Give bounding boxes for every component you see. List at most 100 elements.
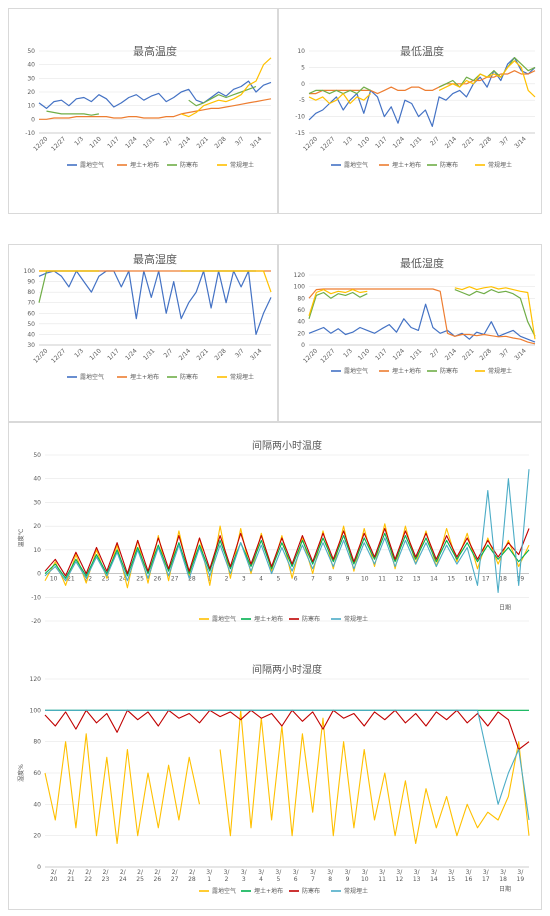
x-tick-label: 3/7 [234,347,246,359]
legend-label: 常规埋土 [344,887,368,895]
y-tick-label: 20 [33,523,41,530]
x-tick-label: 18 [499,876,507,883]
y-tick-label: 20 [297,330,305,337]
x-tick-label: 15 [447,876,455,883]
x-tick-label: 4 [259,576,263,583]
y-tick-label: 120 [30,676,42,683]
x-tick-label: 3/14 [249,135,264,150]
x-tick-label: 2 [225,876,229,883]
x-tick-label: 24 [119,876,127,883]
x-tick-label: 2/14 [178,135,193,150]
y-tick-label: -10 [31,594,41,601]
series-line-4 [44,469,530,594]
x-tick-label: 12/27 [319,135,336,152]
x-tick-month: 2/ [189,869,196,876]
x-tick-label: 1/10 [357,347,372,362]
y-tick-label: -10 [25,130,35,137]
chart-h2h: 间隔两小时湿度0204060801001202/202/212/222/232/… [17,663,530,895]
y-tick-label: 0 [37,864,41,871]
x-tick-label: 23 [102,576,110,583]
legend-label: 埋土+地布 [130,161,159,169]
x-tick-label: 10 [50,576,58,583]
chart-panel-tmax: 最高温度 -10 0 10 20 30 40 50 12/20 12/27 1/3 1/10 1/17 1… [8,8,278,214]
y-tick-label: 40 [297,319,305,326]
x-tick-label: 1/17 [374,347,389,362]
x-tick-label: 3/14 [249,347,264,362]
y-tick-label: 60 [27,310,35,317]
x-tick-label: 15 [447,576,455,583]
y-tick-label: 30 [27,75,35,82]
x-tick-month: 3/ [379,869,386,876]
x-tick-label: 2/21 [461,135,476,150]
y-tick-label: 80 [33,739,41,746]
legend-label: 埋土+地布 [392,161,421,169]
legend-label: 常规埋土 [488,161,512,169]
x-tick-label: 5 [276,876,280,883]
x-tick-label: 25 [136,576,144,583]
x-tick-month: 3/ [327,869,334,876]
x-tick-label: 1/17 [106,135,121,150]
chart-hmin: 最低湿度 0 20 40 60 80 100 120 12/20 12/27 1/3 1/10 1/17… [294,256,536,375]
x-tick-label: 12 [396,876,404,883]
x-tick-month: 3/ [466,869,473,876]
x-tick-label: 1/31 [409,347,424,362]
x-tick-label: 26 [154,876,162,883]
x-tick-month: 2/ [120,869,127,876]
x-tick-label: 12/27 [50,347,67,364]
x-tick-month: 2/ [137,869,144,876]
x-tick-label: 12/20 [302,135,319,152]
series-line-4 [45,709,530,821]
x-tick-label: 1 [207,876,211,883]
x-tick-label: 5 [276,576,280,583]
y-tick-label: 100 [294,284,306,291]
series-line-4 [180,57,272,118]
x-tick-label: 3/7 [499,135,511,147]
legend-label: 埋土+地布 [392,367,421,375]
x-tick-month: 3/ [275,869,282,876]
legend-label: 埋土+地布 [254,887,283,895]
x-tick-label: 1/31 [142,347,157,362]
x-tick-label: 1/3 [73,135,85,147]
x-tick-month: 2/ [85,869,92,876]
x-tick-label: 14 [430,576,438,583]
x-tick-label: 2/7 [429,135,441,147]
y-tick-label: 40 [27,62,35,69]
x-tick-month: 3/ [206,869,213,876]
x-tick-label: 12 [396,576,404,583]
x-tick-month: 2/ [68,869,75,876]
x-tick-label: 1/10 [357,135,372,150]
x-tick-label: 1/17 [106,347,121,362]
x-tick-label: 1/31 [142,135,157,150]
legend-label: 露地空气 [80,373,104,381]
y-tick-label: 80 [27,289,35,296]
y-tick-label: 10 [33,547,41,554]
series-line-4 [308,286,536,340]
legend-label: 露地空气 [344,161,368,169]
x-tick-label: 2/14 [444,347,459,362]
series-line-2 [308,288,536,345]
x-tick-label: 6 [294,576,298,583]
x-tick-month: 3/ [345,869,352,876]
x-tick-label: 3/7 [234,135,246,147]
x-tick-label: 11 [378,876,386,883]
x-tick-month: 2/ [154,869,161,876]
x-tick-label: 24 [119,576,127,583]
y-tick-label: 100 [30,707,42,714]
y-tick-label: 80 [297,295,305,302]
series-line-3 [44,709,530,751]
chart-panel-tmin: 最低温度 -15 -10 -5 0 5 10 12/20 12/27 1/3 1/10 1/17 1/2… [278,8,542,214]
y-tick-label: 40 [27,331,35,338]
series-line-1 [44,709,530,845]
x-tick-label: 2/28 [478,135,493,150]
y-tick-label: 0 [37,571,41,578]
x-tick-label: 12/20 [32,347,49,364]
legend-label: 常规埋土 [230,161,254,169]
x-tick-label: 2/7 [162,347,174,359]
x-tick-label: 3 [242,576,246,583]
x-tick-label: 22 [84,576,92,583]
legend-label: 埋土+地布 [254,615,283,623]
x-tick-label: 6 [294,876,298,883]
y-axis-label: 温度℃ [17,528,25,547]
